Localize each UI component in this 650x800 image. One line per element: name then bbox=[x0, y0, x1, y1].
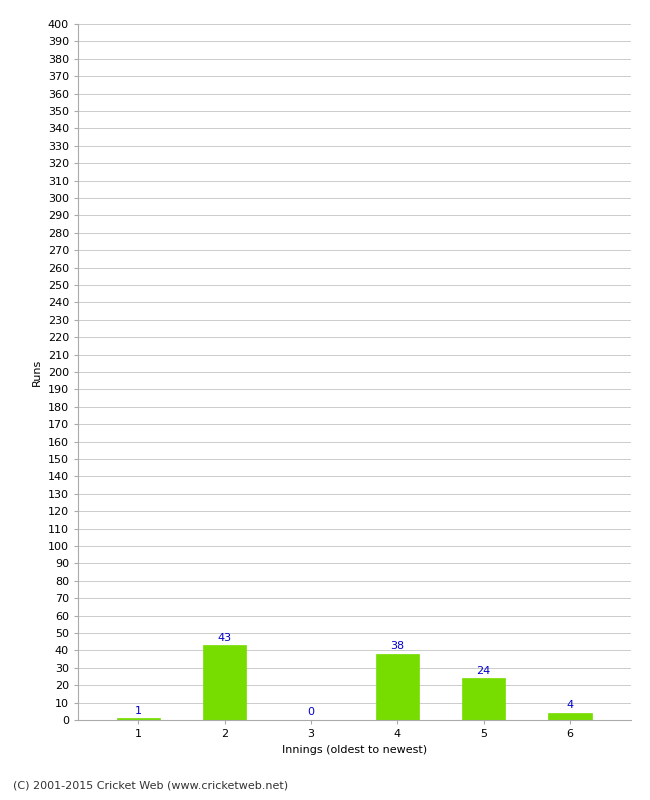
Text: 0: 0 bbox=[307, 707, 315, 718]
Bar bbox=[117, 718, 160, 720]
X-axis label: Innings (oldest to newest): Innings (oldest to newest) bbox=[281, 745, 427, 754]
Text: (C) 2001-2015 Cricket Web (www.cricketweb.net): (C) 2001-2015 Cricket Web (www.cricketwe… bbox=[13, 780, 288, 790]
Text: 38: 38 bbox=[391, 642, 404, 651]
Text: 4: 4 bbox=[567, 701, 574, 710]
Bar bbox=[549, 713, 592, 720]
Bar bbox=[462, 678, 505, 720]
Y-axis label: Runs: Runs bbox=[32, 358, 42, 386]
Text: 24: 24 bbox=[476, 666, 491, 676]
Bar bbox=[203, 645, 246, 720]
Bar bbox=[376, 654, 419, 720]
Text: 1: 1 bbox=[135, 706, 142, 716]
Text: 43: 43 bbox=[218, 633, 232, 642]
